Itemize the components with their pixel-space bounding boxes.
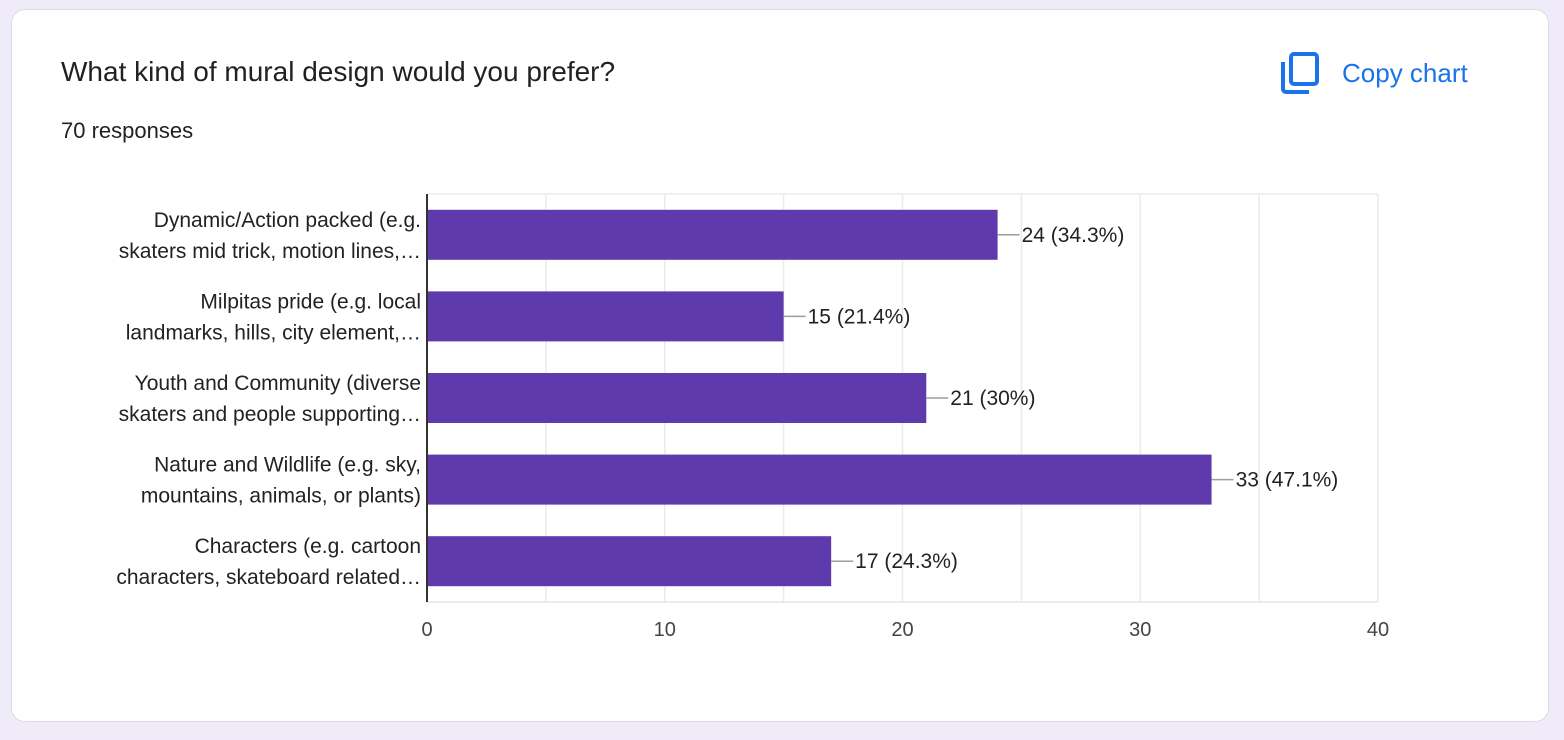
x-tick-label: 10 [654, 619, 676, 641]
chart-card: What kind of mural design would you pref… [11, 9, 1549, 722]
category-label-line: Milpitas pride (e.g. local [200, 290, 421, 313]
category-label: Nature and Wildlife (e.g. sky, mountains,… [141, 454, 421, 508]
response-count: 70 responses [61, 118, 194, 143]
x-tick-label: 0 [421, 619, 432, 641]
copy-icon [1281, 52, 1319, 94]
category-label-line: landmarks, hills, city element,… [126, 321, 421, 344]
copy-chart-label: Copy chart [1342, 57, 1468, 88]
category-label: Dynamic/Action packed (e.g. skaters mid t… [119, 209, 421, 263]
labels: 24 (34.3%) Dynamic/Action packed (e.g. ska… [116, 209, 1338, 589]
x-tick-label: 40 [1367, 619, 1389, 641]
x-tick-label: 30 [1129, 619, 1151, 641]
category-label-line: Dynamic/Action packed (e.g. [154, 209, 421, 232]
category-label-line: skaters and people supporting… [119, 403, 421, 426]
x-tick-label: 20 [891, 619, 913, 641]
category-label-line: skaters mid trick, motion lines,… [119, 240, 421, 263]
category-label: Milpitas pride (e.g. local landmarks, hil… [126, 290, 421, 344]
category-label-line: mountains, animals, or plants) [141, 485, 421, 508]
bar[interactable] [427, 536, 832, 587]
bar[interactable] [427, 454, 1212, 505]
bar[interactable] [427, 209, 998, 260]
value-label: 33 (47.1%) [1236, 469, 1339, 492]
value-label: 21 (30%) [950, 387, 1035, 410]
value-label: 15 (21.4%) [808, 305, 911, 328]
bar[interactable] [427, 373, 927, 423]
question-title: What kind of mural design would you pref… [61, 56, 616, 87]
category-label: Characters (e.g. cartoon characters, skat… [116, 535, 421, 589]
value-label: 24 (34.3%) [1022, 224, 1125, 247]
category-label-line: Youth and Community (diverse [135, 372, 421, 395]
bars [427, 209, 1212, 587]
axes: 0 10 20 30 40 [421, 194, 1389, 641]
category-label-line: Characters (e.g. cartoon [195, 535, 421, 558]
copy-chart-button[interactable]: Copy chart [1280, 48, 1468, 98]
category-label-line: characters, skateboard related… [116, 566, 421, 589]
category-label: Youth and Community (diverse skaters and … [119, 372, 421, 426]
bar[interactable] [427, 291, 784, 342]
value-label: 17 (24.3%) [855, 550, 958, 573]
category-label-line: Nature and Wildlife (e.g. sky, [154, 454, 421, 477]
